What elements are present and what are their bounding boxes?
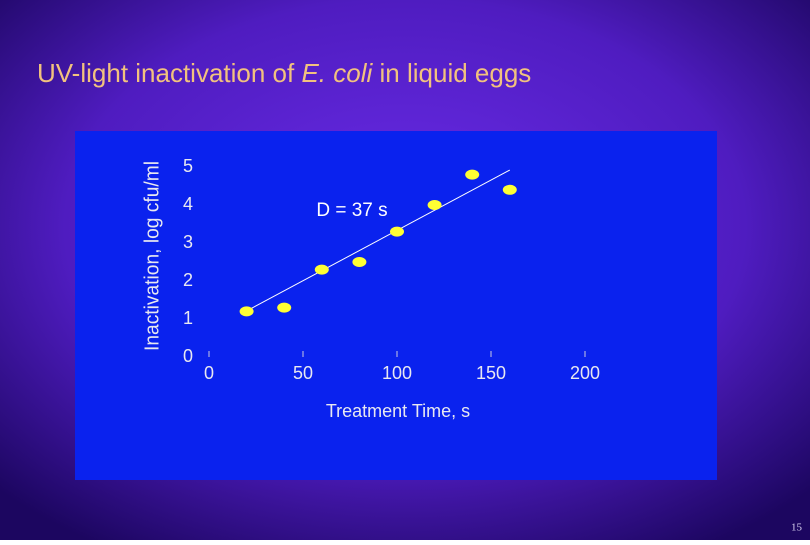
data-point <box>277 302 292 313</box>
x-tick-label: 150 <box>476 363 506 383</box>
y-tick-label: 2 <box>183 270 193 290</box>
x-axis-label: Treatment Time, s <box>326 401 470 421</box>
x-tick-label: 200 <box>570 363 600 383</box>
y-tick-label: 3 <box>183 232 193 252</box>
fit-line <box>242 169 511 314</box>
y-tick-label: 5 <box>183 156 193 176</box>
data-point <box>314 264 329 275</box>
x-tick-label: 100 <box>382 363 412 383</box>
slide-title: UV-light inactivation of E. coli in liqu… <box>37 58 531 88</box>
data-point <box>390 226 404 237</box>
x-tick-label: 0 <box>204 363 214 383</box>
page-number: 15 <box>791 522 803 534</box>
y-tick-label: 0 <box>183 346 193 366</box>
x-tick-label: 50 <box>293 363 313 383</box>
data-point <box>352 257 367 267</box>
data-point <box>465 169 480 180</box>
y-tick-label: 1 <box>183 308 193 328</box>
title-part: UV-light inactivation of <box>37 58 301 88</box>
title-part: E. coli <box>301 58 373 88</box>
data-point <box>427 200 442 210</box>
data-point <box>239 306 254 317</box>
y-tick-label: 4 <box>183 194 193 214</box>
annotation: D = 37 s <box>316 200 387 221</box>
chart-panel <box>75 131 717 480</box>
title-part: in liquid eggs <box>372 58 531 88</box>
y-axis-label: Inactivation, log cfu/ml <box>141 161 163 351</box>
data-point <box>502 184 517 195</box>
